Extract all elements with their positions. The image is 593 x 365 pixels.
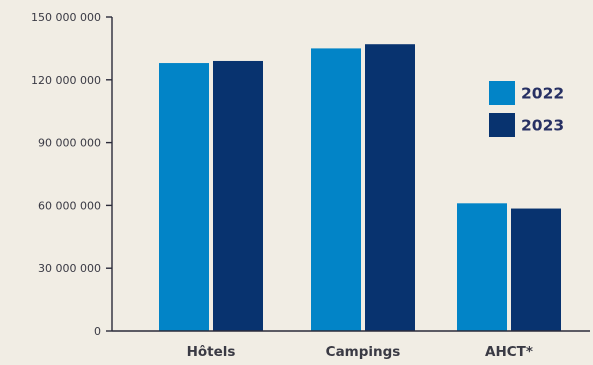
x-tick-label: Campings bbox=[326, 344, 401, 360]
legend: 2022 2023 bbox=[489, 81, 564, 137]
bar-Hôtels-2022 bbox=[159, 63, 209, 331]
bar-AHCT*-2022 bbox=[457, 203, 507, 331]
bars bbox=[159, 44, 561, 332]
x-tick-label: AHCT* bbox=[485, 344, 533, 360]
y-tick-label: 90 000 000 bbox=[38, 137, 101, 150]
x-tick-label: Hôtels bbox=[187, 344, 236, 360]
bar-Hôtels-2023 bbox=[213, 60, 263, 332]
y-tick-label: 30 000 000 bbox=[38, 262, 101, 275]
legend-swatch-2022 bbox=[489, 81, 515, 105]
y-tick-label: 120 000 000 bbox=[31, 74, 101, 87]
bar-Campings-2023 bbox=[365, 44, 415, 332]
x-axis: Hôtels Campings AHCT* bbox=[112, 330, 590, 360]
bar-Campings-2022 bbox=[311, 48, 361, 332]
y-tick-label: 150 000 000 bbox=[31, 11, 101, 24]
y-tick-label: 0 bbox=[94, 325, 101, 338]
y-axis: 0 30 000 000 60 000 000 90 000 000 120 000 0… bbox=[31, 11, 113, 338]
legend-label: 2023 bbox=[521, 117, 564, 135]
y-tick-label: 60 000 000 bbox=[38, 199, 101, 212]
bar-AHCT*-2023 bbox=[511, 208, 561, 331]
legend-swatch-2023 bbox=[489, 113, 515, 137]
legend-label: 2022 bbox=[521, 85, 564, 103]
